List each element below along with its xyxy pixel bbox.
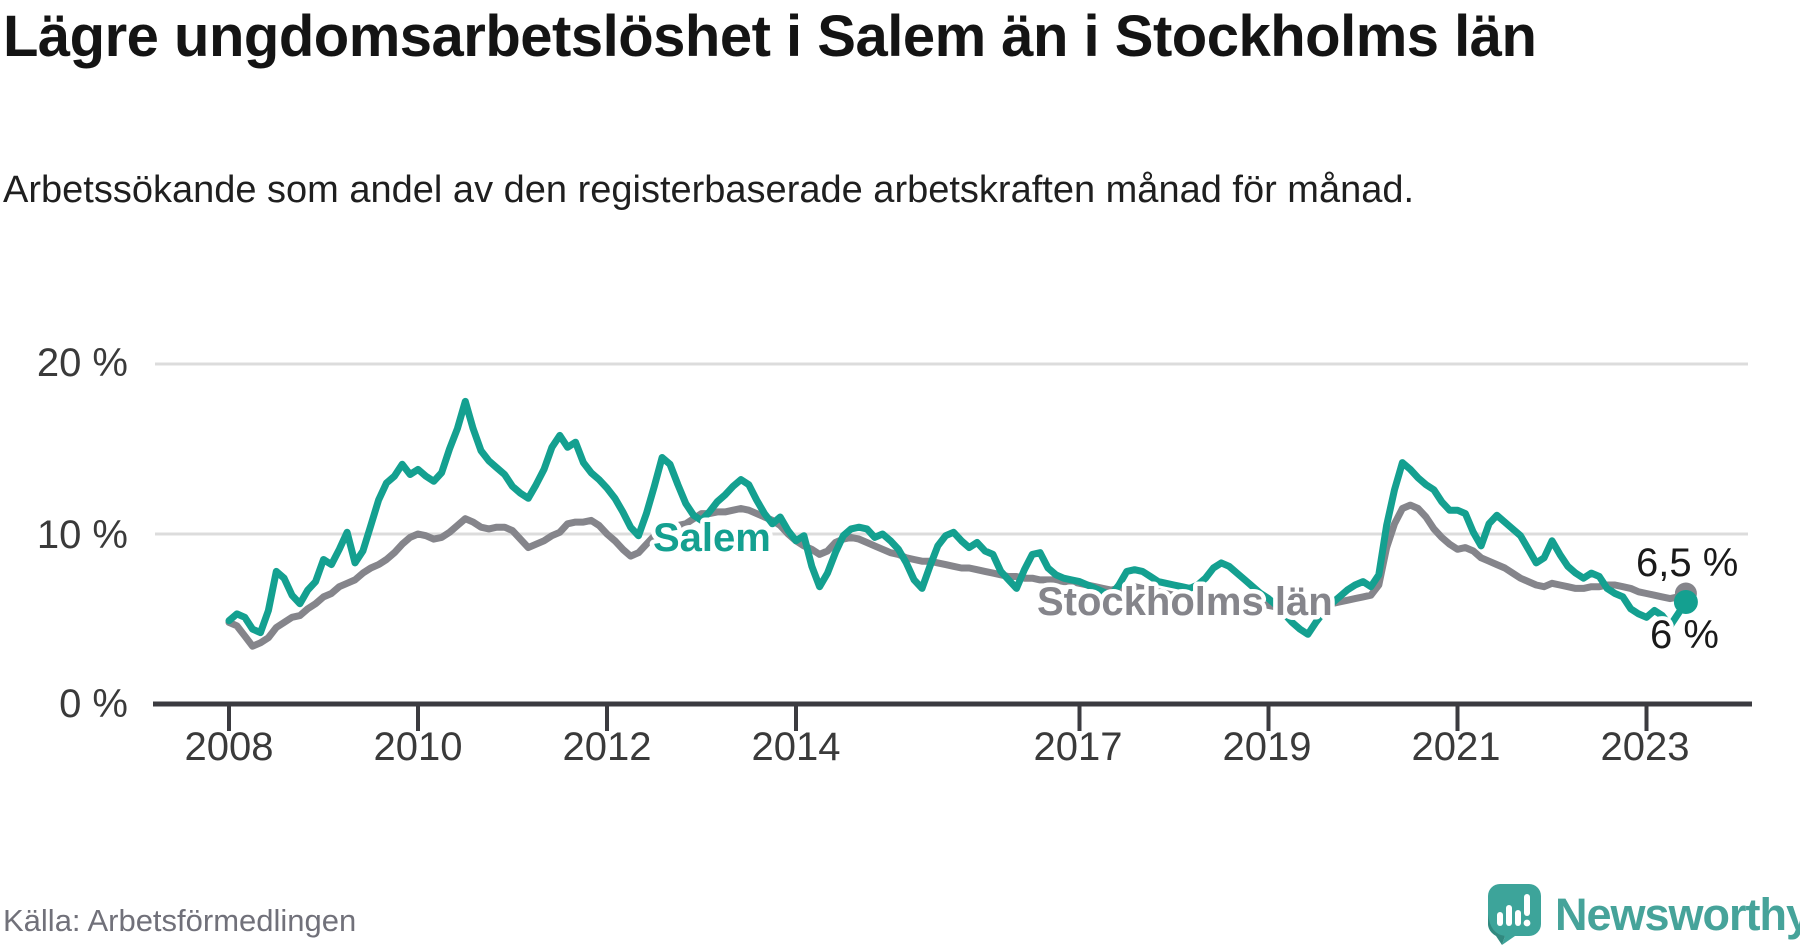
newsworthy-logo: Newsworthy [1488,884,1800,945]
stockholms-lan-series-label: Stockholms län [1037,580,1333,624]
salem-end-dot [1673,590,1698,614]
stockholms-lan-end-value-label: 6,5 % [1636,541,1738,585]
newsworthy-logo-text: Newsworthy [1555,888,1800,940]
y-tick-label-0: 0 % [59,682,128,726]
x-tick-label-2014: 2014 [752,725,841,769]
page-title: Lägre ungdomsarbetslöshet i Salem än i S… [3,4,1537,69]
x-tick-label-2012: 2012 [563,725,652,769]
y-tick-label-20: 20 % [37,341,128,385]
series-end-dots [1673,582,1698,614]
x-tick-label-2010: 2010 [374,725,463,769]
x-tick-label-2023: 2023 [1601,725,1690,769]
stockholms-lan-line [225,501,1690,650]
source-note: Källa: Arbetsförmedlingen [3,903,357,938]
plot-area [153,362,1752,731]
x-tick-label-2019: 2019 [1223,725,1312,769]
x-tick-label-2021: 2021 [1412,725,1501,769]
y-tick-label-10: 10 % [37,513,128,557]
salem-end-value-label: 6 % [1650,613,1719,657]
salem-line [225,397,1690,638]
newsworthy-logo-icon [1488,884,1541,945]
x-tick-label-2017: 2017 [1034,725,1123,769]
page-subtitle: Arbetssökande som andel av den registerb… [3,169,1415,211]
salem-series-label: Salem [653,516,771,560]
x-tick-label-2008: 2008 [185,725,274,769]
